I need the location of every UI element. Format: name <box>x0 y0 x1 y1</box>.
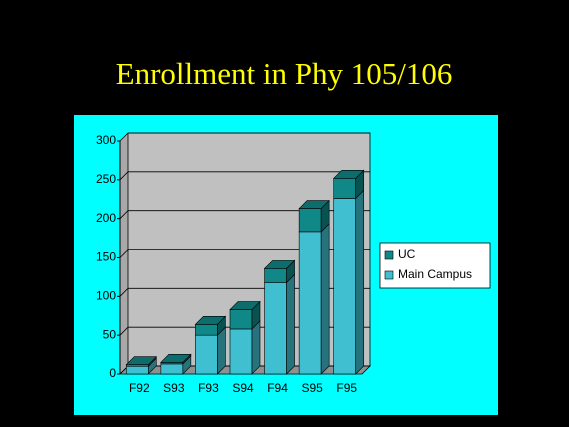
grid-line <box>119 171 129 181</box>
bar-top <box>229 301 261 310</box>
grid-line <box>119 249 129 258</box>
legend-label: Main Campus <box>398 267 472 281</box>
x-tick-label: F92 <box>129 381 150 395</box>
x-tick-label: F95 <box>336 381 357 395</box>
y-tick-label: 100 <box>96 289 116 303</box>
bar-top <box>263 260 296 269</box>
bar-side <box>355 189 365 375</box>
x-tick-label: F94 <box>267 381 288 395</box>
y-tick-label: 0 <box>109 366 116 380</box>
x-tick-label: F93 <box>198 381 219 395</box>
legend-swatch <box>384 270 394 280</box>
x-tick-label: S95 <box>301 381 323 395</box>
bar-segment <box>333 198 357 375</box>
bar-side <box>286 273 295 375</box>
bar-segment <box>195 323 218 336</box>
y-tick-label: 250 <box>96 172 116 186</box>
bar-segment <box>298 208 322 233</box>
grid-line <box>119 288 129 297</box>
y-tick-label: 50 <box>103 327 117 341</box>
bar-segment <box>298 231 322 375</box>
bar-segment <box>264 268 287 283</box>
y-tick-label: 200 <box>96 211 116 225</box>
chart-title: Enrollment in Phy 105/106 <box>116 56 453 91</box>
bar-top <box>332 169 365 179</box>
bar-segment <box>333 177 357 199</box>
bar-top <box>194 315 227 325</box>
legend-swatch <box>384 250 394 260</box>
grid-line <box>119 132 129 142</box>
y-tick-label: 150 <box>96 250 116 264</box>
legend-label: UC <box>398 247 416 261</box>
bar-top <box>160 354 192 363</box>
bar-segment <box>229 309 253 330</box>
bar-segment <box>160 363 184 375</box>
grid-line <box>119 326 129 336</box>
bar-side <box>320 223 330 375</box>
y-tick-label: 300 <box>96 133 116 147</box>
x-tick-label: S94 <box>232 381 254 395</box>
bar-segment <box>125 365 149 375</box>
bar-side <box>251 320 261 375</box>
bar-segment <box>229 328 253 375</box>
bar-top <box>298 200 330 209</box>
grid-line <box>119 210 129 219</box>
bar-segment <box>195 334 218 375</box>
legend <box>379 242 491 289</box>
bar-top <box>125 356 158 365</box>
bar-segment <box>264 282 287 375</box>
x-tick-label: S93 <box>163 381 185 395</box>
